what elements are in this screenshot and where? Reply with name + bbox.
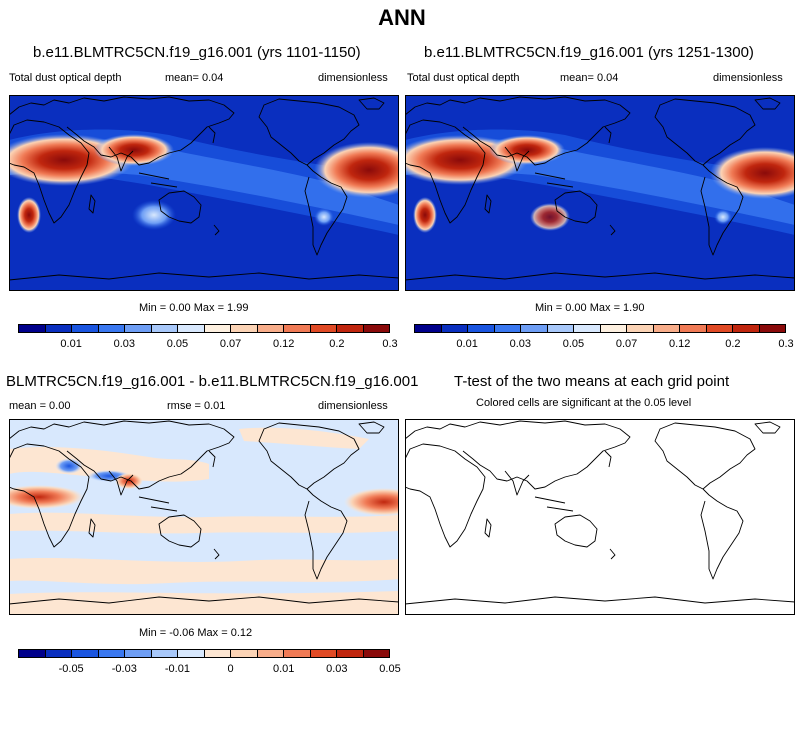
panel3-units-label: dimensionless <box>318 400 388 412</box>
colorbar-swatch <box>337 650 364 657</box>
colorbar-swatch <box>125 650 152 657</box>
colorbar-swatch <box>98 650 125 657</box>
colorbar-swatch <box>257 650 284 657</box>
panel1-variable-label: Total dust optical depth <box>9 72 122 84</box>
colorbar-swatch <box>204 325 231 332</box>
colorbar-tick-label: 0.03 <box>326 663 348 675</box>
colorbar-swatch <box>574 325 601 332</box>
colorbar-tick-label: -0.01 <box>164 663 190 675</box>
panel1-minmax: Min = 0.00 Max = 1.99 <box>139 302 249 314</box>
panel1-map <box>9 95 399 291</box>
colorbar-swatch <box>733 325 760 332</box>
colorbar-swatch <box>310 325 337 332</box>
colorbar-swatch <box>72 325 99 332</box>
panel3-mean-label: mean = 0.00 <box>9 400 71 412</box>
panel3-colorbar <box>18 649 390 658</box>
colorbar-swatch <box>125 325 152 332</box>
colorbar-swatch <box>98 325 125 332</box>
colorbar-swatch <box>72 650 99 657</box>
colorbar-swatch <box>468 325 495 332</box>
figure-title: ANN <box>378 5 426 30</box>
colorbar-swatch <box>231 325 258 332</box>
colorbar-tick-label: 0.03 <box>113 338 135 350</box>
panel2-colorbar <box>414 324 786 333</box>
colorbar-tick-label: 0.03 <box>509 338 531 350</box>
panel2-title: b.e11.BLMTRC5CN.f19_g16.001 (yrs 1251-13… <box>424 44 754 61</box>
panel2-variable-label: Total dust optical depth <box>407 72 520 84</box>
panel1-colorbar <box>18 324 390 333</box>
colorbar-tick-label: 0.05 <box>379 663 401 675</box>
colorbar-swatch <box>494 325 521 332</box>
colorbar-swatch <box>45 650 72 657</box>
colorbar-swatch <box>45 325 72 332</box>
colorbar-tick-label: 0.2 <box>725 338 741 350</box>
colorbar-swatch <box>204 650 231 657</box>
colorbar-swatch <box>178 325 205 332</box>
colorbar-swatch <box>231 650 258 657</box>
panel1-title: b.e11.BLMTRC5CN.f19_g16.001 (yrs 1101-11… <box>33 44 361 61</box>
colorbar-tick-label: 0.07 <box>615 338 638 350</box>
panel3-minmax: Min = -0.06 Max = 0.12 <box>139 627 253 639</box>
colorbar-tick-label: 0.01 <box>456 338 478 350</box>
colorbar-swatch <box>19 650 46 657</box>
colorbar-swatch <box>653 325 680 332</box>
colorbar-tick-label: 0.3 <box>778 338 794 350</box>
colorbar-tick-label: -0.03 <box>111 663 137 675</box>
panel1-units-label: dimensionless <box>318 72 388 84</box>
panel2-mean-label: mean= 0.04 <box>560 72 619 84</box>
colorbar-swatch <box>627 325 654 332</box>
colorbar-swatch <box>178 650 205 657</box>
colorbar-swatch <box>521 325 548 332</box>
colorbar-tick-label: 0.05 <box>166 338 189 350</box>
colorbar-swatch <box>310 650 337 657</box>
colorbar-swatch <box>363 650 389 657</box>
colorbar-tick-label: 0.07 <box>219 338 242 350</box>
colorbar-swatch <box>284 325 311 332</box>
panel3-rmse-label: rmse = 0.01 <box>167 400 226 412</box>
panel2-minmax: Min = 0.00 Max = 1.90 <box>535 302 645 314</box>
panel2-units-label: dimensionless <box>713 72 783 84</box>
colorbar-swatch <box>600 325 627 332</box>
colorbar-tick-label: 0.01 <box>60 338 82 350</box>
colorbar-swatch <box>151 650 178 657</box>
colorbar-tick-label: 0.12 <box>272 338 295 350</box>
colorbar-swatch <box>337 325 364 332</box>
panel3-title: BLMTRC5CN.f19_g16.001 - b.e11.BLMTRC5CN.… <box>6 373 419 390</box>
colorbar-swatch <box>257 325 284 332</box>
colorbar-tick-label: 0.01 <box>272 663 295 675</box>
colorbar-tick-label: -0.05 <box>58 663 84 675</box>
colorbar-swatch <box>415 325 442 332</box>
colorbar-tick-label: 0.2 <box>329 338 345 350</box>
colorbar-tick-label: 0.12 <box>668 338 691 350</box>
colorbar-swatch <box>680 325 707 332</box>
colorbar-swatch <box>151 325 178 332</box>
panel4-subtitle: Colored cells are significant at the 0.0… <box>476 397 692 409</box>
panel1-mean-label: mean= 0.04 <box>165 72 224 84</box>
colorbar-swatch <box>706 325 733 332</box>
panel4-title: T-test of the two means at each grid poi… <box>454 373 730 390</box>
colorbar-tick-label: 0.3 <box>382 338 398 350</box>
colorbar-swatch <box>441 325 468 332</box>
panel4-map <box>405 419 795 615</box>
colorbar-swatch <box>284 650 311 657</box>
panel3-map <box>9 419 399 615</box>
panel2-map <box>405 95 795 291</box>
colorbar-swatch <box>363 325 389 332</box>
colorbar-swatch <box>547 325 574 332</box>
colorbar-tick-label: 0.05 <box>562 338 585 350</box>
colorbar-swatch <box>19 325 46 332</box>
colorbar-tick-label: 0 <box>227 663 234 675</box>
colorbar-swatch <box>759 325 785 332</box>
